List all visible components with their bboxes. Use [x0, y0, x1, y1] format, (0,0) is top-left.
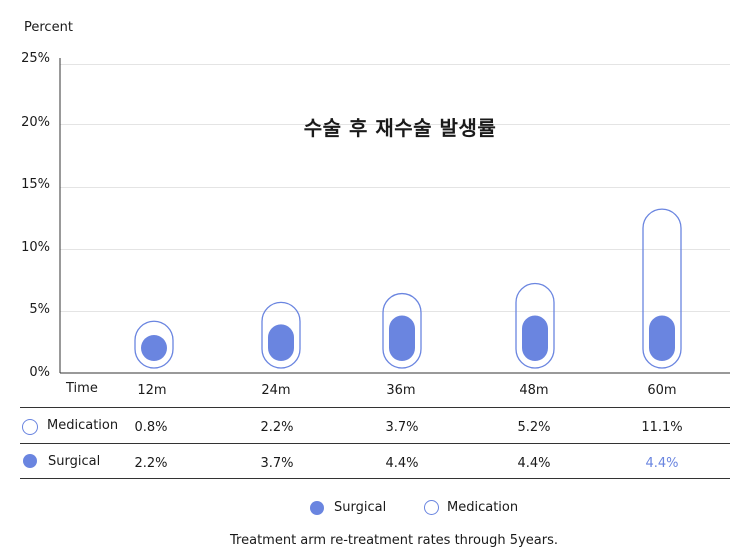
x-tick-label: 48m: [519, 383, 549, 398]
medication-bar: [261, 301, 301, 369]
table-cell: 2.2%: [134, 456, 168, 471]
surgical-bar: [268, 324, 294, 361]
gridline: [60, 64, 730, 65]
table-row-label-medication: Medication: [47, 418, 119, 433]
x-axis-title: Time: [66, 381, 98, 396]
table-divider: [20, 443, 730, 444]
table-cell: 4.4%: [517, 456, 551, 471]
surgical-bar: [649, 315, 675, 361]
table-cell: 2.2%: [260, 420, 294, 435]
y-tick-label: 10%: [21, 240, 50, 255]
chart-title: 수술 후 재수술 발생률: [303, 116, 497, 140]
legend-medication-label: Medication: [447, 500, 519, 515]
medication-marker-icon: [22, 419, 38, 435]
y-tick-label: 20%: [21, 115, 50, 130]
x-tick-label: 12m: [137, 383, 167, 398]
x-tick-label: 36m: [386, 383, 416, 398]
surgical-bar: [141, 335, 167, 361]
surgical-marker-icon: [23, 454, 37, 468]
table-cell: 0.8%: [134, 420, 168, 435]
medication-bar: [515, 282, 555, 369]
y-axis-title: Percent: [24, 20, 73, 35]
table-cell: 4.4%: [385, 456, 419, 471]
gridline: [60, 124, 730, 125]
legend-surgical-swatch: [310, 501, 324, 515]
legend-medication-swatch: [424, 500, 439, 515]
y-tick-label: 25%: [21, 51, 50, 66]
chart-plot: [59, 58, 730, 374]
surgical-bar: [522, 315, 548, 361]
gridline: [60, 249, 730, 250]
surgical-bar: [389, 315, 415, 361]
x-tick-label: 24m: [261, 383, 291, 398]
table-cell: 5.2%: [517, 420, 551, 435]
y-tick-label: 5%: [29, 302, 50, 317]
y-tick-label: 15%: [21, 177, 50, 192]
medication-bar: [134, 320, 174, 369]
table-cell: 3.7%: [260, 456, 294, 471]
y-tick-label: 0%: [29, 365, 50, 380]
table-cell-highlight: 4.4%: [645, 456, 679, 471]
chart-caption: Treatment arm re-treatment rates through…: [230, 533, 558, 548]
medication-bar: [642, 208, 682, 369]
legend-surgical-label: Surgical: [334, 500, 387, 515]
medication-bar: [382, 292, 422, 369]
table-cell: 3.7%: [385, 420, 419, 435]
table-cell: 11.1%: [641, 420, 683, 435]
table-row-label-surgical: Surgical: [48, 454, 101, 469]
gridline: [60, 311, 730, 312]
gridline: [60, 187, 730, 188]
table-divider: [20, 478, 730, 479]
x-tick-label: 60m: [647, 383, 677, 398]
table-divider: [20, 407, 730, 408]
